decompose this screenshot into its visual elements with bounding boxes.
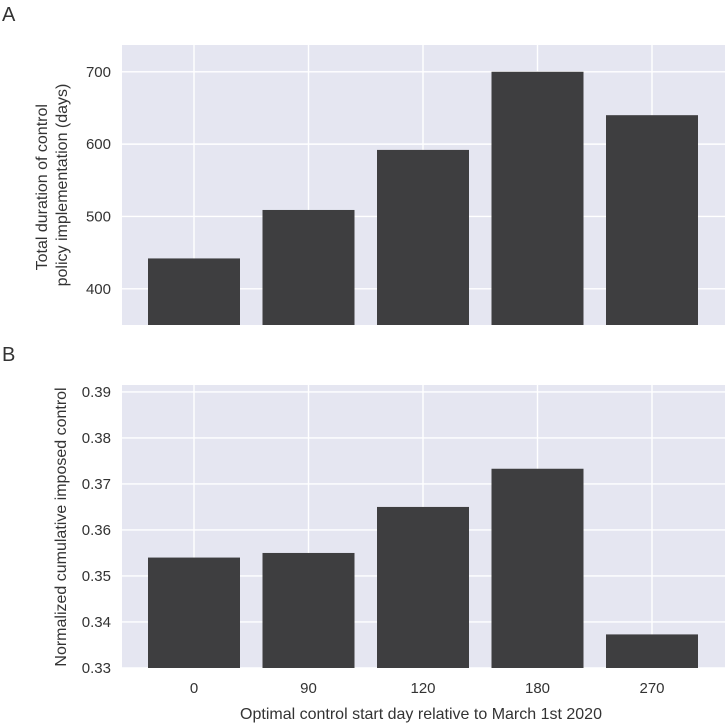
x-tick-label-b-270: 270	[639, 680, 664, 697]
bars-b	[148, 468, 698, 668]
bar-a-180	[491, 71, 584, 326]
y-tick-label-a-0: 400	[86, 281, 111, 298]
y-tick-label-b-4: 0.37	[82, 476, 111, 493]
panel-label-b: B	[2, 344, 15, 366]
y-axis-label-a-line-1: Total duration of control	[34, 104, 51, 270]
bar-a-270	[606, 115, 698, 325]
y-tick-label-b-2: 0.35	[82, 568, 111, 585]
y-tick-label-b-5: 0.38	[82, 430, 111, 447]
x-tick-label-b-180: 180	[525, 680, 550, 697]
bar-a-0	[148, 258, 240, 325]
y-axis-label-b: Normalized cumulative imposed control	[53, 387, 70, 666]
y-tick-label-b-6: 0.39	[82, 384, 111, 401]
x-tick-label-b-0: 0	[190, 680, 198, 697]
chart-panel-b: 0.33 0.34 0.35 0.36 0.37 0.38 0.39 0 90 120 180 27…	[53, 384, 725, 723]
y-tick-labels-a: 400 500 600 700	[86, 64, 111, 298]
y-tick-label-b-1: 0.34	[82, 614, 111, 631]
bar-a-90	[262, 209, 355, 325]
x-axis-label-b: Optimal control start day relative to Ma…	[240, 706, 602, 723]
bar-b-90	[262, 552, 355, 668]
y-tick-label-a-2: 600	[86, 136, 111, 153]
x-tick-labels-b: 0 90 120 180 270	[190, 680, 665, 697]
y-tick-labels-b: 0.33 0.34 0.35 0.36 0.37 0.38 0.39	[82, 384, 111, 677]
y-tick-label-b-3: 0.36	[82, 522, 111, 539]
bar-b-120	[377, 506, 469, 668]
bar-b-270	[606, 634, 698, 668]
x-tick-label-b-120: 120	[410, 680, 435, 697]
x-tick-label-b-90: 90	[300, 680, 317, 697]
bar-b-0	[148, 557, 240, 668]
bars-a	[148, 71, 698, 326]
bar-a-120	[377, 149, 469, 325]
y-tick-label-a-1: 500	[86, 208, 111, 225]
y-axis-label-a-line-2: policy implementation (days)	[54, 84, 71, 287]
chart-panel-a: 400 500 600 700 Total duration of control p…	[34, 45, 725, 326]
y-tick-label-a-3: 700	[86, 64, 111, 81]
y-axis-label-a: Total duration of control policy impleme…	[34, 84, 71, 287]
y-tick-label-b-0: 0.33	[82, 660, 111, 677]
bar-b-180	[491, 468, 584, 668]
panel-label-a: A	[2, 4, 16, 26]
